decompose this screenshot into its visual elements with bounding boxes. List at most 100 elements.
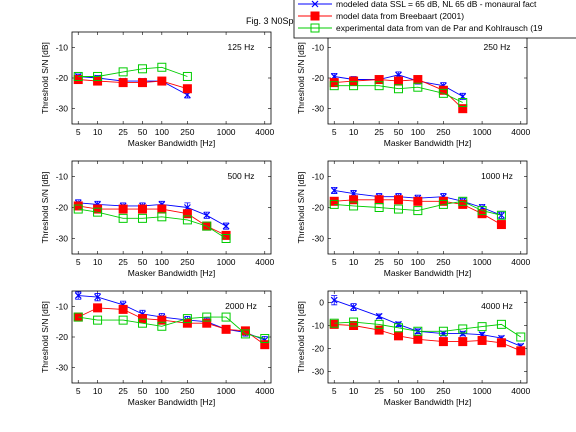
panel-label: 1000 Hz xyxy=(481,171,513,181)
x-axis-label: Masker Bandwidth [Hz] xyxy=(128,268,215,278)
chart-panel-500-hz: 5 10 25 50 100 250 1000 4000 -30 -20 -10 Masker Ban… xyxy=(40,160,274,278)
data-point-open-square xyxy=(157,321,167,331)
data-point-filled-square xyxy=(93,303,103,313)
y-tick-label: -10 xyxy=(56,301,69,311)
data-point-open-square xyxy=(349,317,359,327)
x-tick-label: 1000 xyxy=(217,386,236,396)
axes-frame xyxy=(71,160,272,255)
data-point-x-marker xyxy=(330,296,338,304)
data-point-open-square xyxy=(393,84,403,94)
series-experimental xyxy=(73,204,231,243)
data-point-open-square xyxy=(137,318,147,328)
data-point-x-marker xyxy=(395,320,402,328)
x-tick-label: 250 xyxy=(436,386,450,396)
legend-entry: model data from Breebaart (2001) xyxy=(298,11,464,21)
series-line xyxy=(78,295,265,341)
legend: modeled data SSL = 65 dB, NL 65 dB - mon… xyxy=(293,0,576,39)
x-tick-label: 25 xyxy=(374,386,384,396)
series-experimental xyxy=(329,196,506,220)
x-tick-label: 4000 xyxy=(255,127,274,137)
y-tick-label: -10 xyxy=(56,42,69,52)
x-axis-label: Masker Bandwidth [Hz] xyxy=(128,138,215,148)
data-point-x-marker xyxy=(203,211,211,219)
x-tick-label: 25 xyxy=(374,257,384,267)
data-point-open-square xyxy=(202,221,212,231)
data-point-filled-square xyxy=(137,78,147,88)
data-point-filled-square xyxy=(477,335,487,345)
y-tick-label: 0 xyxy=(319,298,324,308)
y-tick-label: -30 xyxy=(312,104,325,114)
data-point-x-marker xyxy=(498,211,505,219)
x-tick-label: 4000 xyxy=(511,127,530,137)
series-line xyxy=(78,316,265,339)
data-point-filled-square xyxy=(438,337,448,347)
x-tick-label: 5 xyxy=(332,127,337,137)
axes-frame xyxy=(327,160,528,255)
y-tick-label: -20 xyxy=(312,344,325,354)
x-tick-label: 25 xyxy=(374,127,384,137)
data-point-filled-square xyxy=(393,331,403,341)
x-tick-label: 25 xyxy=(118,127,128,137)
panel-label: 2000 Hz xyxy=(225,301,257,311)
series-experimental xyxy=(329,317,526,342)
data-point-open-square xyxy=(202,312,212,322)
x-tick-label: 5 xyxy=(76,257,81,267)
axes-frame xyxy=(327,31,528,125)
y-tick-label: -10 xyxy=(312,321,325,331)
data-point-filled-square xyxy=(393,76,403,86)
data-point-filled-square xyxy=(516,346,526,356)
data-point-x-marker xyxy=(330,187,338,194)
data-point-open-square xyxy=(118,67,128,77)
y-tick-label: -30 xyxy=(56,234,69,244)
series-modeled xyxy=(330,295,525,350)
panel-label: 500 Hz xyxy=(228,171,255,181)
data-point-open-square xyxy=(349,81,359,91)
data-point-open-square xyxy=(438,88,448,98)
data-point-filled-square xyxy=(310,11,320,21)
x-tick-label: 25 xyxy=(118,257,128,267)
data-point-filled-square xyxy=(374,325,384,335)
x-tick-label: 100 xyxy=(411,257,425,267)
panel-label: 125 Hz xyxy=(228,42,255,52)
data-point-filled-square xyxy=(182,318,192,328)
data-point-filled-square xyxy=(413,196,423,206)
data-point-open-square xyxy=(182,314,192,324)
series-experimental xyxy=(73,62,192,81)
data-point-filled-square xyxy=(157,204,167,214)
data-point-open-square xyxy=(118,315,128,325)
data-point-open-square xyxy=(438,326,448,336)
chart-panel-250-hz: 5 10 25 50 100 250 1000 4000 -30 -20 -10 Masker Ban… xyxy=(296,31,530,148)
data-point-open-square xyxy=(393,204,403,214)
data-point-open-square xyxy=(349,201,359,211)
x-tick-label: 1000 xyxy=(473,386,492,396)
data-point-filled-square xyxy=(202,318,212,328)
legend-entry: experimental data from van de Par and Ko… xyxy=(298,23,543,33)
x-tick-label: 1000 xyxy=(217,127,236,137)
x-tick-label: 1000 xyxy=(473,257,492,267)
panel-label: 4000 Hz xyxy=(481,301,513,311)
data-point-x-marker xyxy=(350,303,357,311)
data-point-filled-square xyxy=(118,78,128,88)
x-tick-label: 5 xyxy=(332,257,337,267)
data-point-open-square xyxy=(221,234,231,243)
data-point-open-square xyxy=(374,319,384,329)
y-tick-label: -10 xyxy=(312,172,325,182)
x-axis-label: Masker Bandwidth [Hz] xyxy=(128,397,215,407)
x-tick-label: 50 xyxy=(394,127,404,137)
panel-label: 250 Hz xyxy=(484,42,511,52)
x-tick-label: 250 xyxy=(436,257,450,267)
data-point-open-square xyxy=(240,329,250,339)
data-point-filled-square xyxy=(458,337,468,347)
axes-frame xyxy=(71,31,272,125)
x-tick-label: 1000 xyxy=(217,257,236,267)
data-point-open-square xyxy=(182,215,192,225)
data-point-filled-square xyxy=(496,220,506,230)
x-tick-label: 100 xyxy=(155,386,169,396)
data-point-filled-square xyxy=(349,76,359,86)
data-point-filled-square xyxy=(260,340,270,350)
data-point-filled-square xyxy=(118,304,128,314)
data-point-x-marker xyxy=(375,312,383,320)
series-experimental xyxy=(73,312,270,344)
y-tick-label: -20 xyxy=(56,203,69,213)
